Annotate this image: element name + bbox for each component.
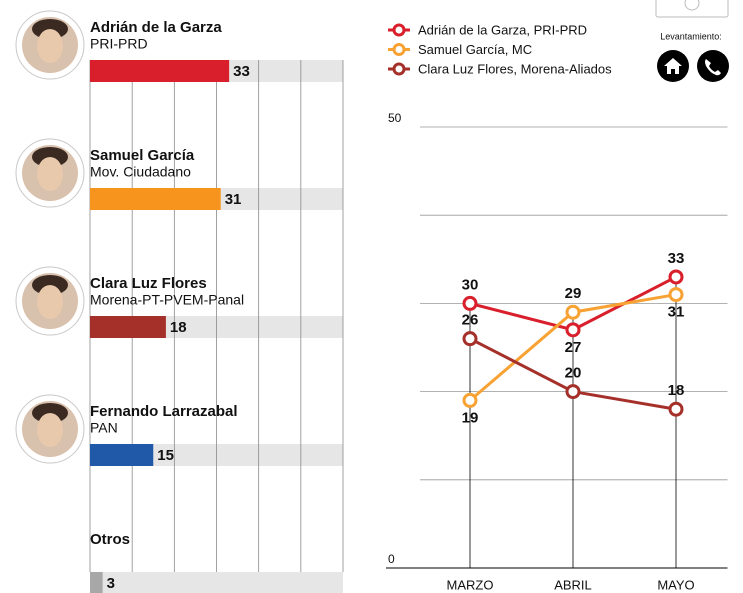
home-icon [657, 50, 689, 82]
point [670, 271, 682, 283]
bar [90, 316, 166, 338]
value-label: 31 [668, 304, 685, 321]
candidate-name: Adrián de la Garza [90, 19, 222, 36]
bar [90, 60, 229, 82]
photo-face [37, 413, 63, 447]
cut-box [656, 0, 728, 17]
candidate-name: Samuel García [90, 147, 195, 164]
legend-label: Samuel García, MC [418, 42, 532, 57]
point [670, 403, 682, 415]
value-label: 30 [462, 276, 479, 293]
photo-face [37, 29, 63, 63]
photo-face [37, 285, 63, 319]
x-tick-label: MARZO [447, 577, 494, 592]
photo-face [37, 157, 63, 191]
value-label: 31 [225, 191, 242, 208]
y-tick-label: 0 [388, 552, 395, 566]
value-label: 18 [170, 319, 187, 336]
icon-bg [697, 50, 729, 82]
point [567, 386, 579, 398]
point [567, 306, 579, 318]
bar [90, 444, 153, 466]
infographic: Levantamiento: 33 Adrián de la GarzaPRI-P… [0, 0, 743, 593]
point [464, 394, 476, 406]
party-label: PAN [90, 420, 118, 436]
value-label: 18 [668, 382, 685, 399]
value-label: 29 [565, 285, 582, 302]
legend-marker [394, 64, 404, 74]
value-label: 27 [565, 339, 582, 356]
legend-label: Clara Luz Flores, Morena-Aliados [418, 61, 612, 76]
value-label: 33 [233, 63, 250, 80]
bar [90, 188, 221, 210]
point [567, 324, 579, 336]
x-tick-label: ABRIL [554, 577, 592, 592]
value-label: 15 [157, 447, 174, 464]
value-label: 33 [668, 250, 685, 267]
value-label: 19 [462, 409, 479, 426]
candidate-name: Otros [90, 531, 130, 548]
value-label: 20 [565, 365, 582, 382]
home-door [671, 69, 675, 74]
party-label: Morena-PT-PVEM-Panal [90, 292, 244, 308]
survey-label: Levantamiento: [660, 31, 722, 41]
candidate-name: Fernando Larrazabal [90, 403, 238, 420]
value-label: 3 [107, 575, 115, 592]
value-label: 26 [462, 312, 479, 329]
y-tick-label: 50 [388, 111, 402, 125]
party-label: Mov. Ciudadano [90, 164, 191, 180]
legend-label: Adrián de la Garza, PRI-PRD [418, 22, 587, 37]
x-tick-label: MAYO [657, 577, 694, 592]
party-label: PRI-PRD [90, 36, 148, 52]
candidate-name: Clara Luz Flores [90, 275, 207, 292]
legend-marker [394, 25, 404, 35]
point [464, 297, 476, 309]
legend-marker [394, 45, 404, 55]
phone-icon [697, 50, 729, 82]
bar [90, 572, 103, 593]
bar-track [90, 572, 343, 593]
point [670, 289, 682, 301]
point [464, 333, 476, 345]
